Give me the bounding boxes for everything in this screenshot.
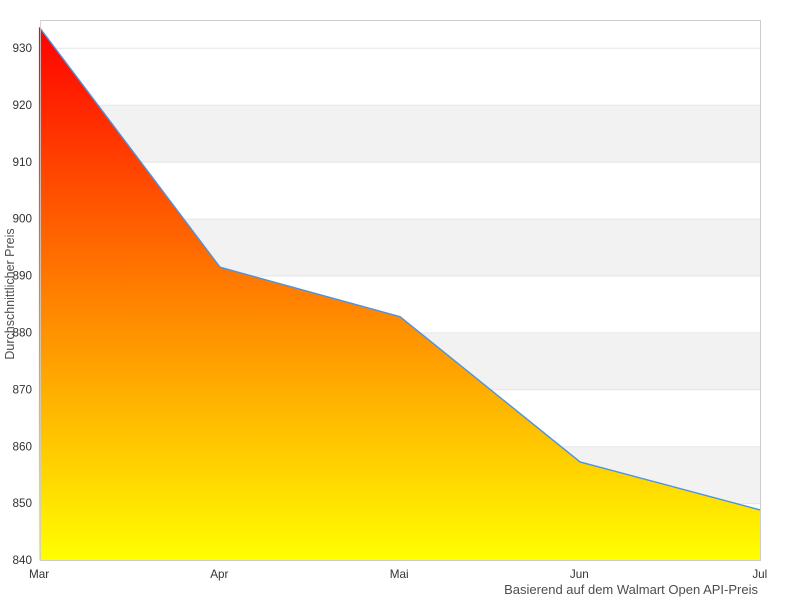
svg-text:930: 930: [12, 42, 32, 55]
svg-text:920: 920: [12, 99, 32, 112]
svg-text:880: 880: [12, 327, 32, 340]
svg-text:Apr: Apr: [210, 568, 228, 581]
svg-text:850: 850: [12, 497, 32, 510]
svg-text:Jun: Jun: [570, 568, 589, 581]
svg-text:Basierend auf dem Walmart Open: Basierend auf dem Walmart Open API-Preis: [504, 582, 758, 597]
svg-text:Mai: Mai: [390, 568, 409, 581]
svg-text:870: 870: [12, 383, 32, 396]
svg-text:860: 860: [12, 440, 32, 453]
svg-text:Jul: Jul: [752, 568, 767, 581]
svg-text:890: 890: [12, 270, 32, 283]
svg-text:900: 900: [12, 213, 32, 226]
svg-text:Mar: Mar: [29, 568, 49, 581]
svg-text:Durchschnittlicher Preis: Durchschnittlicher Preis: [3, 228, 17, 359]
svg-text:910: 910: [12, 156, 32, 169]
svg-text:840: 840: [12, 554, 32, 567]
